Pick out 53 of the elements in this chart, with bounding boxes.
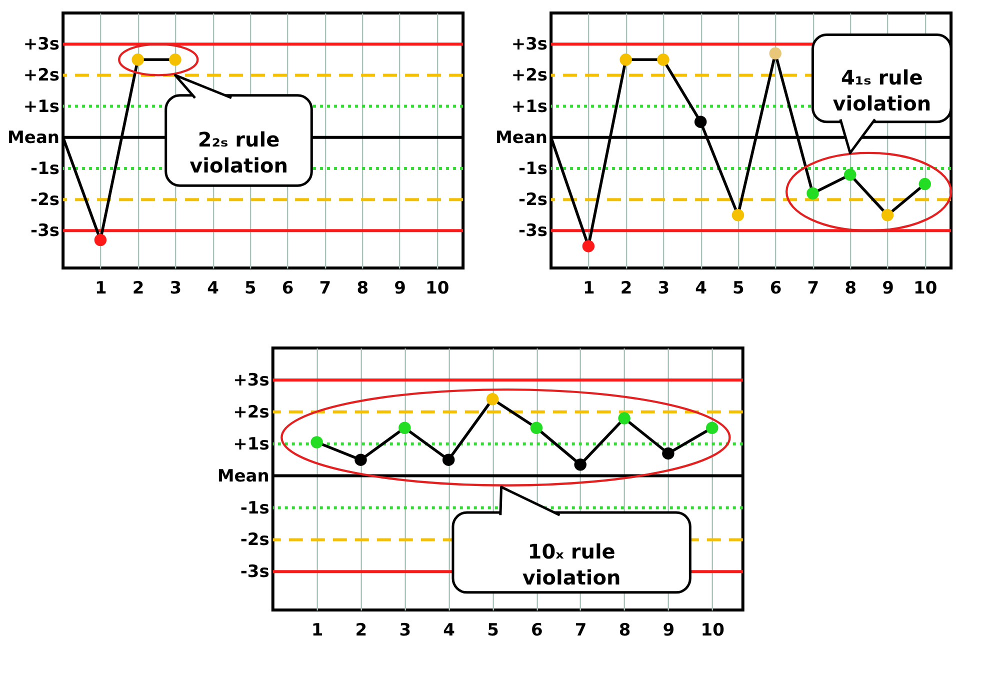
x-tick-label: 9: [394, 278, 406, 298]
y-tick-label: -3s: [240, 562, 270, 582]
y-tick-label: +3s: [233, 370, 270, 390]
x-tick-label: 7: [319, 278, 332, 298]
y-tick-label: -1s: [240, 498, 270, 518]
y-tick-label: -2s: [240, 530, 270, 550]
x-tick-label: 8: [618, 620, 631, 640]
y-tick-label: +2s: [511, 66, 548, 86]
y-tick-label: Mean: [496, 128, 548, 148]
x-tick-label: 10: [426, 278, 450, 298]
x-tick-label: 8: [844, 278, 857, 298]
x-tick-label: 10: [914, 278, 938, 298]
x-tick-label: 4: [443, 620, 456, 640]
x-tick-label: 1: [583, 278, 595, 298]
x-tick-label: 6: [531, 620, 543, 640]
y-tick-label: +2s: [23, 66, 60, 86]
y-tick-label: +3s: [23, 34, 60, 55]
x-tick-label: 7: [807, 278, 820, 298]
x-tick-label: 4: [207, 278, 220, 298]
y-tick-label: -2s: [518, 190, 548, 210]
x-tick-label: 2: [132, 278, 144, 298]
x-tick-label: 2: [620, 278, 632, 298]
annotation: 2₂ₛ rule violation: [190, 128, 288, 178]
y-tick-label: -1s: [518, 158, 548, 179]
y-tick-label: +3s: [511, 34, 548, 55]
x-tick-label: 7: [574, 620, 587, 640]
y-tick-label: +1s: [511, 96, 548, 117]
y-tick-label: -2s: [30, 190, 60, 210]
y-tick-label: +1s: [233, 434, 270, 454]
y-tick-label: -3s: [30, 221, 60, 242]
x-tick-label: 10: [700, 620, 725, 640]
y-tick-label: +2s: [233, 402, 270, 422]
x-tick-label: 3: [170, 278, 182, 298]
x-tick-label: 3: [658, 278, 670, 298]
x-tick-label: 9: [662, 620, 675, 640]
x-tick-label: 1: [95, 278, 107, 298]
y-tick-label: +1s: [23, 96, 60, 117]
x-tick-label: 6: [282, 278, 294, 298]
y-tick-label: Mean: [217, 466, 270, 486]
y-tick-label: Mean: [8, 128, 60, 148]
x-tick-label: 9: [882, 278, 894, 298]
x-tick-label: 1: [311, 620, 324, 640]
y-tick-label: -1s: [30, 158, 60, 179]
x-tick-label: 2: [355, 620, 368, 640]
x-tick-label: 6: [770, 278, 782, 298]
x-tick-label: 3: [399, 620, 412, 640]
y-tick-label: -3s: [518, 221, 548, 242]
x-tick-label: 5: [487, 620, 499, 640]
x-tick-label: 8: [356, 278, 369, 298]
x-tick-label: 4: [695, 278, 708, 298]
annotation: 10ₓ rule violation: [522, 539, 621, 590]
x-tick-label: 5: [732, 278, 744, 298]
x-tick-label: 5: [244, 278, 256, 298]
